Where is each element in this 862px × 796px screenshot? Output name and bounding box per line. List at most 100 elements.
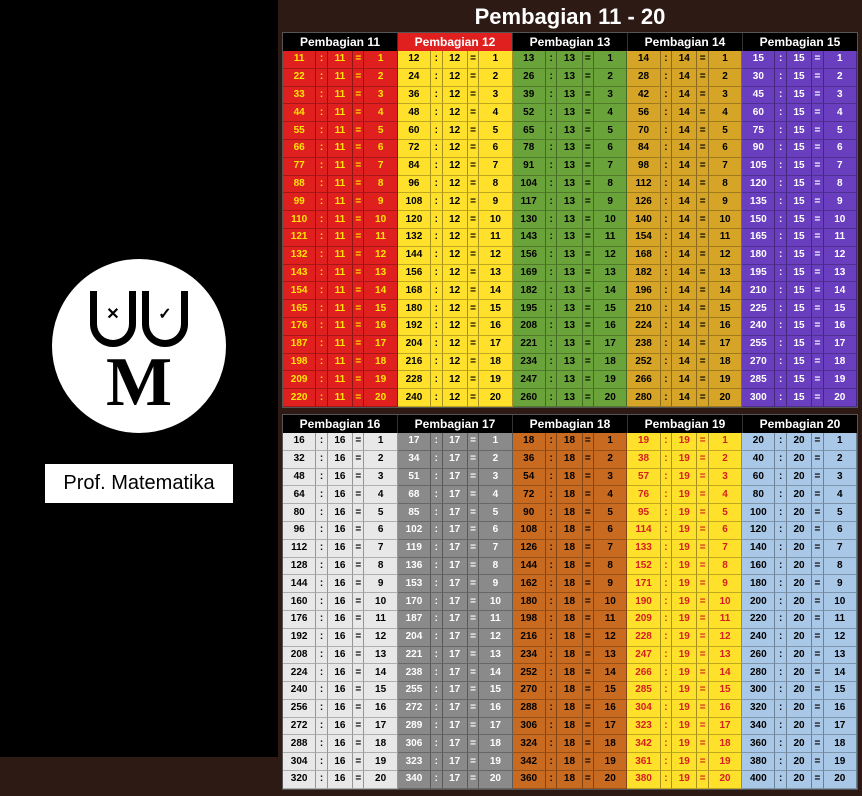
cell-part: : <box>661 522 672 540</box>
cell-part: 16 <box>824 318 857 336</box>
cell-part: = <box>697 735 708 753</box>
table-row: 220:11=20240:12=20260:13=20280:14=20300:… <box>283 389 857 407</box>
cell-part: 285 <box>627 682 660 700</box>
cell-part: 51 <box>398 469 431 487</box>
cell-part: 224 <box>627 318 660 336</box>
cell-part: 54 <box>513 469 546 487</box>
cell-part: 20 <box>787 664 812 682</box>
cell-part: 15 <box>787 104 812 122</box>
cell-part: 180 <box>398 300 431 318</box>
cell-part: = <box>812 593 823 611</box>
cell-part: 36 <box>398 87 431 105</box>
cell-part: : <box>661 771 672 789</box>
cell-part: 165 <box>742 229 775 247</box>
cell-part: = <box>812 700 823 718</box>
cell-part: : <box>431 486 442 504</box>
division-cell: 252:18=14 <box>513 664 628 682</box>
cell-part: 19 <box>672 647 697 665</box>
cell-part: : <box>431 753 442 771</box>
cell-part: : <box>775 104 786 122</box>
cell-part: 15 <box>787 211 812 229</box>
cell-part: = <box>697 389 708 407</box>
division-cell: 247:19=13 <box>627 647 742 665</box>
cell-part: 10 <box>824 211 857 229</box>
cell-part: 18 <box>557 593 582 611</box>
cell-part: = <box>697 486 708 504</box>
cell-part: 17 <box>443 771 468 789</box>
cell-part: = <box>697 193 708 211</box>
cell-part: = <box>697 122 708 140</box>
cell-part: : <box>431 122 442 140</box>
cell-part: 12 <box>443 371 468 389</box>
cell-part: : <box>661 433 672 451</box>
cell-part: : <box>661 389 672 407</box>
cell-part: 13 <box>557 318 582 336</box>
cell-part: 165 <box>283 300 316 318</box>
cell-part: 12 <box>443 282 468 300</box>
cell-part: 13 <box>824 647 857 665</box>
cell-part: : <box>431 540 442 558</box>
cell-part: : <box>546 522 557 540</box>
cell-part: : <box>546 469 557 487</box>
cell-part: : <box>316 647 327 665</box>
cell-part: = <box>583 282 594 300</box>
cell-part: : <box>316 504 327 522</box>
cell-part: 17 <box>443 540 468 558</box>
division-cell: 32:16=2 <box>283 451 398 469</box>
cell-part: 135 <box>742 193 775 211</box>
division-cell: 171:19=9 <box>627 575 742 593</box>
cell-part: 140 <box>627 211 660 229</box>
cell-part: = <box>353 300 364 318</box>
cell-part: = <box>468 629 479 647</box>
table-row: 64:16=468:17=472:18=476:19=480:20=4 <box>283 486 857 504</box>
division-cell: 342:19=18 <box>627 735 742 753</box>
cell-part: = <box>353 593 364 611</box>
cell-part: = <box>583 664 594 682</box>
cell-part: 13 <box>709 647 742 665</box>
cell-part: 6 <box>594 522 627 540</box>
division-cell: 198:11=18 <box>283 354 398 372</box>
cell-part: : <box>431 104 442 122</box>
division-cell: 180:15=12 <box>742 247 857 265</box>
cell-part: : <box>316 122 327 140</box>
cell-part: : <box>775 522 786 540</box>
cell-part: 195 <box>513 300 546 318</box>
cell-part: = <box>468 318 479 336</box>
division-cell: 216:12=18 <box>398 354 513 372</box>
division-cell: 144:18=8 <box>513 558 628 576</box>
cell-part: : <box>775 336 786 354</box>
division-cell: 187:11=17 <box>283 336 398 354</box>
cell-part: : <box>316 753 327 771</box>
cell-part: 95 <box>627 504 660 522</box>
cell-part: 20 <box>787 540 812 558</box>
cell-part: : <box>546 611 557 629</box>
cell-part: 16 <box>479 318 512 336</box>
cell-part: : <box>316 629 327 647</box>
cell-part: 17 <box>443 629 468 647</box>
cell-part: 6 <box>364 522 397 540</box>
cell-part: 320 <box>283 771 316 789</box>
cell-part: : <box>775 318 786 336</box>
cell-part: 104 <box>513 176 546 194</box>
cell-part: 182 <box>627 265 660 283</box>
division-cell: 240:20=12 <box>742 629 857 647</box>
cell-part: : <box>316 140 327 158</box>
cell-part: 13 <box>557 389 582 407</box>
cell-part: = <box>353 158 364 176</box>
division-cell: 195:13=15 <box>513 300 628 318</box>
cell-part: 12 <box>443 211 468 229</box>
division-cell: 165:11=15 <box>283 300 398 318</box>
cell-part: : <box>775 735 786 753</box>
cell-part: 120 <box>742 522 775 540</box>
cell-part: = <box>812 336 823 354</box>
cell-part: : <box>316 158 327 176</box>
cell-part: 34 <box>398 451 431 469</box>
cell-part: : <box>661 300 672 318</box>
cell-part: : <box>431 318 442 336</box>
table-row: 99:11=9108:12=9117:13=9126:14=9135:15=9 <box>283 193 857 211</box>
cell-part: : <box>431 593 442 611</box>
cell-part: = <box>353 469 364 487</box>
cell-part: : <box>316 718 327 736</box>
division-cell: 128:16=8 <box>283 558 398 576</box>
cell-part: = <box>812 140 823 158</box>
